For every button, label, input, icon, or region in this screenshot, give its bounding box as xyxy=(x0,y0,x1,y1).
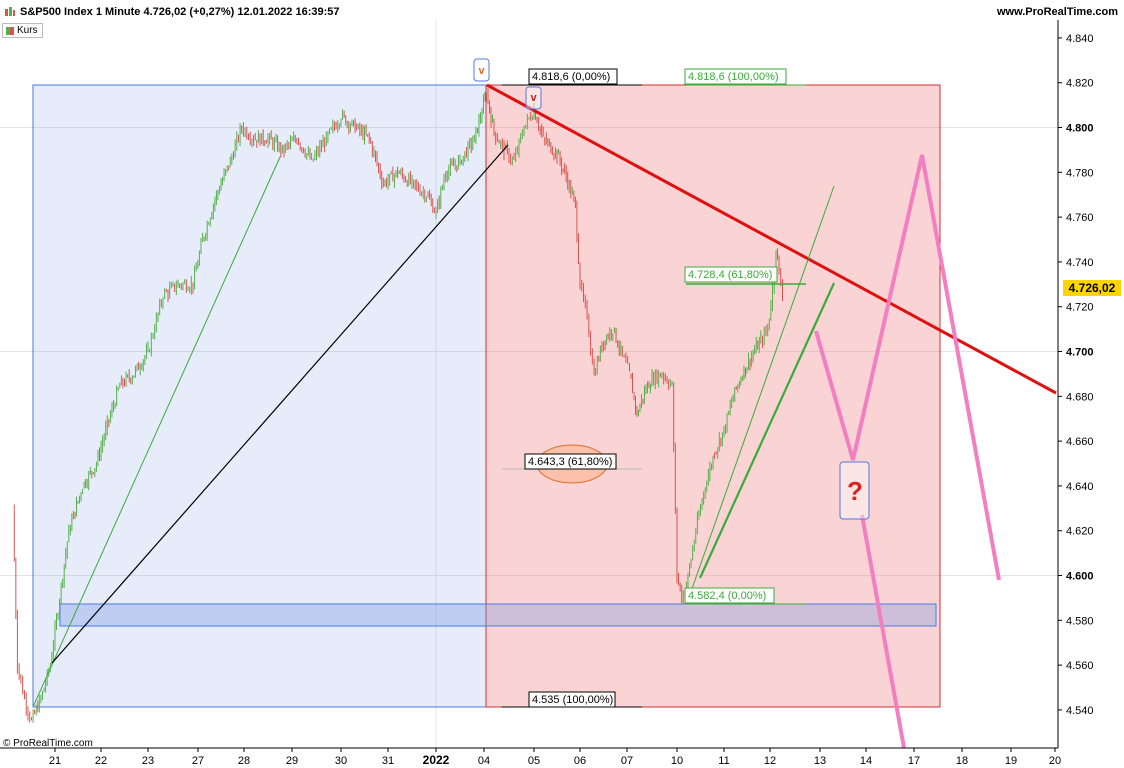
y-tick-label: 4.760 xyxy=(1066,212,1094,224)
x-tick-label: 28 xyxy=(238,755,250,767)
x-tick-label: 21 xyxy=(49,755,61,767)
candles-layer xyxy=(13,87,783,723)
fib-label-mid-left-box xyxy=(524,453,617,470)
chart-icon xyxy=(5,7,15,16)
y-tick-label: 4.780 xyxy=(1066,167,1094,179)
y-tick-label: 4.680 xyxy=(1066,391,1094,403)
y-tick-label: 4.640 xyxy=(1066,481,1094,493)
legend-label: Kurs xyxy=(17,25,38,36)
fib-label-top-right-box xyxy=(684,68,787,85)
fib-label-top-right: 4.818,6 (100,00%) xyxy=(688,71,779,83)
green-channel-thick xyxy=(698,282,836,579)
fib-label-bottom-right: 4.582,4 (0,00%) xyxy=(688,590,766,602)
x-tick-label: 05 xyxy=(528,755,540,767)
x-tick-label: 04 xyxy=(478,755,490,767)
x-tick-label: 12 xyxy=(764,755,776,767)
y-tick-label: 4.600 xyxy=(1066,571,1094,583)
legend-kurs[interactable]: Kurs xyxy=(2,23,43,38)
chart-title: S&P500 Index 1 Minute 4.726,02 (+0,27%) … xyxy=(20,6,340,18)
y-tick-label: 4.560 xyxy=(1066,660,1094,672)
x-tick-label: 13 xyxy=(814,755,826,767)
fib-label-top-left-box xyxy=(528,68,618,85)
grid-layer xyxy=(0,20,1058,748)
fib-label-bottom-right-box xyxy=(684,587,775,604)
x-tick-label: 06 xyxy=(574,755,586,767)
fib-label-mid-right-box xyxy=(684,266,778,283)
x-tick-label: 10 xyxy=(671,755,683,767)
x-tick-label: 2022 xyxy=(423,753,450,767)
fib-label-mid-left: 4.643,3 (61,80%) xyxy=(528,456,612,468)
overlay-layer: 4.818,6 (0,00%) 4.818,6 (100,00%) 4.728,4 … xyxy=(32,58,1057,749)
black-trendline xyxy=(51,144,509,664)
x-tick-label: 29 xyxy=(286,755,298,767)
x-tick-label: 11 xyxy=(718,755,729,767)
x-tick-label: 19 xyxy=(1005,755,1017,767)
y-tick-label: 4.820 xyxy=(1066,78,1094,90)
y-tick-label: 4.660 xyxy=(1066,436,1094,448)
x-tick-label: 31 xyxy=(382,755,394,767)
y-tick-label: 4.840 xyxy=(1066,33,1094,45)
x-tick-label: 30 xyxy=(335,755,347,767)
marker-v1: v xyxy=(478,65,485,77)
marker-box-2 xyxy=(525,86,542,110)
red-resistance-line xyxy=(486,83,1057,395)
y-tick-label: 4.580 xyxy=(1066,615,1094,627)
x-tick-label: 17 xyxy=(908,755,920,767)
marker-box-1 xyxy=(473,58,490,82)
y-tick-label: 4.540 xyxy=(1066,705,1094,717)
question-box xyxy=(839,461,870,520)
site-link[interactable]: www.ProRealTime.com xyxy=(996,6,1118,18)
marker-v2: v xyxy=(530,92,537,104)
x-tick-label: 18 xyxy=(956,755,968,767)
fib-label-top-left: 4.818,6 (0,00%) xyxy=(532,71,610,83)
copyright-text: © ProRealTime.com xyxy=(3,738,93,749)
zone-layer xyxy=(32,84,941,708)
x-tick-label: 23 xyxy=(142,755,154,767)
projection-path-down xyxy=(860,514,906,749)
projection-path-up xyxy=(814,154,1001,581)
y-tick-label: 4.720 xyxy=(1066,302,1094,314)
x-tick-label: 07 xyxy=(621,755,633,767)
x-tick-label: 14 xyxy=(860,755,872,767)
blue-zone xyxy=(32,84,487,708)
legend-swatch xyxy=(6,26,14,35)
y-tick-label: 4.800 xyxy=(1066,123,1094,135)
y-tick-label: 4.740 xyxy=(1066,257,1094,269)
support-band xyxy=(59,603,937,627)
green-trendline-left xyxy=(32,156,281,708)
green-channel-thin xyxy=(687,185,835,601)
y-axis: 4.540 4.560 4.580 4.600 4.620 4.640 4.660 4.680… xyxy=(1057,20,1094,748)
x-axis: 21 22 23 27 28 29 30 31 2022 04 05 06 07 10 11 12 13 14 17… xyxy=(0,747,1061,767)
x-tick-label: 27 xyxy=(192,755,204,767)
fib-label-bottom-left-box xyxy=(528,691,616,708)
y-tick-label: 4.700 xyxy=(1066,347,1094,359)
x-tick-label: 22 xyxy=(95,755,107,767)
question-mark: ? xyxy=(847,476,863,506)
current-price-label: 4.726,02 xyxy=(1063,280,1121,296)
fib-label-bottom-left: 4.535 (100,00%) xyxy=(532,694,613,706)
y-tick-label: 4.620 xyxy=(1066,526,1094,538)
fib-label-mid-right: 4.728,4 (61,80%) xyxy=(688,269,772,281)
x-tick-label: 20 xyxy=(1049,755,1061,767)
